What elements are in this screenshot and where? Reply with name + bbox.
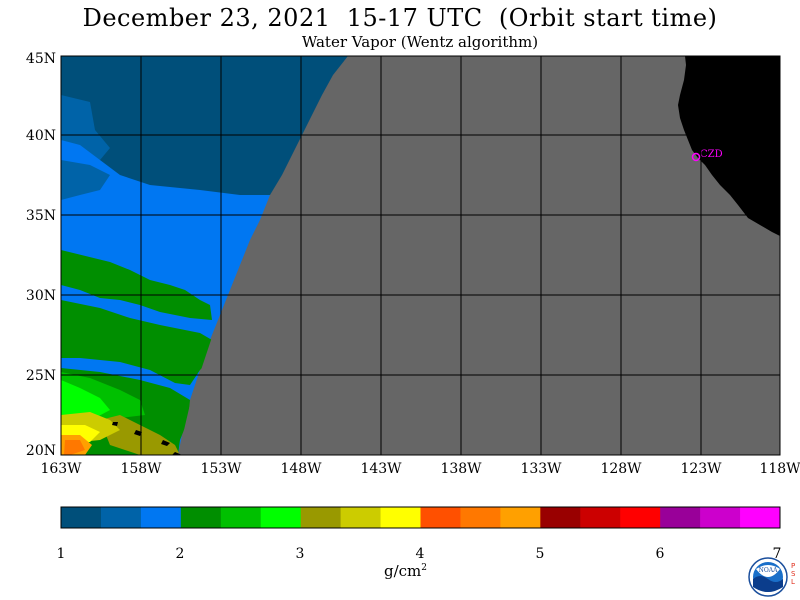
colorbar-segment: [700, 507, 741, 528]
hawaii-island: [172, 452, 182, 455]
station-marker: CZD: [691, 149, 723, 162]
colorbar-border: [60, 506, 781, 529]
colorbar-segment: [180, 507, 222, 528]
lat-label-45n: 45N: [26, 51, 56, 67]
lon-label-133w: 133W: [520, 461, 562, 477]
lat-label-30n: 30N: [26, 288, 56, 304]
psl-label: P S L: [791, 562, 796, 586]
colorbar: [60, 506, 781, 529]
lat-label-20n: 20N: [26, 443, 56, 459]
lon-label-163w: 163W: [40, 461, 82, 477]
colorbar-segment: [420, 507, 461, 528]
colorbar-tick-6: 6: [656, 546, 665, 562]
colorbar-segment: [740, 507, 781, 528]
lat-label-40n: 40N: [26, 128, 56, 144]
colorbar-segment: [61, 507, 102, 528]
lat-label-35n: 35N: [26, 208, 56, 224]
lon-label-143w: 143W: [360, 461, 402, 477]
vapor-band-bright-green: [61, 380, 110, 420]
land-mass: [112, 56, 780, 455]
colorbar-segment: [460, 507, 501, 528]
colorbar-unit: g/cm2: [384, 562, 428, 580]
california-coast: [678, 56, 780, 236]
colorbar-segment: [500, 507, 541, 528]
colorbar-segment: [100, 507, 142, 528]
lon-label-148w: 148W: [280, 461, 322, 477]
water-vapor-field: [61, 56, 780, 455]
lon-label-118w: 118W: [759, 461, 800, 477]
colorbar-segment: [220, 507, 262, 528]
lat-labels: 45N 40N 35N 30N 25N 20N: [26, 51, 56, 459]
lon-label-128w: 128W: [600, 461, 642, 477]
colorbar-tick-7: 7: [773, 546, 782, 562]
map-subtitle: Water Vapor (Wentz algorithm): [301, 33, 539, 51]
colorbar-segment: [340, 507, 382, 528]
lon-label-153w: 153W: [200, 461, 242, 477]
lon-labels: 163W 158W 153W 148W 143W 138W 133W 128W …: [40, 461, 800, 477]
colorbar-tick-3: 3: [296, 546, 305, 562]
colorbar-ticks: 1 2 3 4 5 6 7: [57, 546, 782, 562]
colorbar-segment: [620, 507, 661, 528]
lat-lon-grid: [60, 55, 781, 456]
lon-label-123w: 123W: [680, 461, 722, 477]
colorbar-tick-1: 1: [57, 546, 66, 562]
colorbar-tick-5: 5: [536, 546, 545, 562]
colorbar-segment: [660, 507, 701, 528]
colorbar-segment: [140, 507, 182, 528]
lon-label-158w: 158W: [120, 461, 162, 477]
colorbar-segment: [380, 507, 421, 528]
colorbar-tick-4: 4: [416, 546, 425, 562]
colorbar-segment: [540, 507, 581, 528]
colorbar-segment: [260, 507, 302, 528]
vapor-band-dark-green: [61, 250, 212, 320]
noaa-logo: NOAA: [748, 557, 788, 597]
station-label: CZD: [700, 149, 723, 160]
lat-label-25n: 25N: [26, 368, 56, 384]
colorbar-segment: [300, 507, 342, 528]
colorbar-segment: [580, 507, 621, 528]
map-title: December 23, 2021 15-17 UTC (Orbit start…: [82, 4, 718, 32]
colorbar-tick-2: 2: [176, 546, 185, 562]
svg-text:NOAA: NOAA: [759, 567, 779, 574]
vapor-band-dark-blue: [61, 56, 348, 195]
lon-label-138w: 138W: [440, 461, 482, 477]
